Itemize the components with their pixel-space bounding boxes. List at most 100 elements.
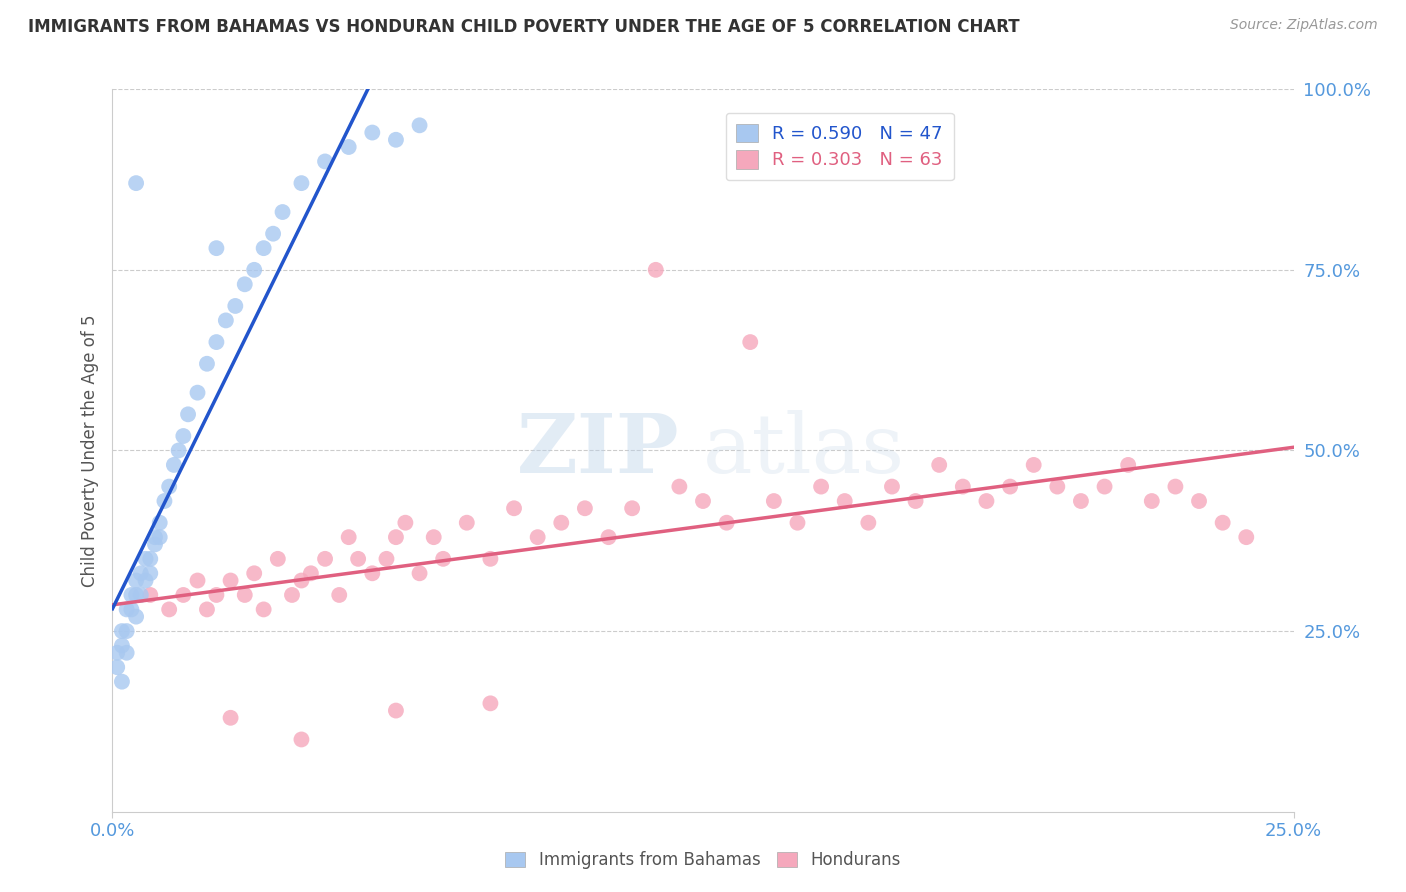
- Point: [375, 551, 398, 566]
- Point: [598, 530, 620, 544]
- Point: [115, 646, 138, 660]
- Point: [172, 429, 194, 443]
- Point: [172, 588, 194, 602]
- Point: [105, 660, 128, 674]
- Point: [135, 574, 157, 588]
- Point: [271, 205, 294, 219]
- Point: [1070, 494, 1092, 508]
- Point: [290, 732, 312, 747]
- Point: [692, 494, 714, 508]
- Text: ZIP: ZIP: [517, 410, 679, 491]
- Point: [157, 602, 180, 616]
- Point: [105, 646, 128, 660]
- Point: [111, 674, 134, 689]
- Point: [621, 501, 644, 516]
- Text: IMMIGRANTS FROM BAHAMAS VS HONDURAN CHILD POVERTY UNDER THE AGE OF 5 CORRELATION: IMMIGRANTS FROM BAHAMAS VS HONDURAN CHIL…: [28, 18, 1019, 36]
- Point: [167, 443, 190, 458]
- Point: [952, 480, 974, 494]
- Point: [337, 530, 360, 544]
- Point: [834, 494, 856, 508]
- Point: [337, 140, 360, 154]
- Point: [186, 574, 208, 588]
- Point: [290, 176, 312, 190]
- Point: [904, 494, 927, 508]
- Point: [762, 494, 785, 508]
- Point: [125, 574, 148, 588]
- Point: [120, 588, 142, 602]
- Point: [186, 385, 208, 400]
- Y-axis label: Child Poverty Under the Age of 5: Child Poverty Under the Age of 5: [80, 314, 98, 587]
- Point: [129, 588, 152, 602]
- Point: [143, 530, 166, 544]
- Point: [143, 537, 166, 551]
- Point: [668, 480, 690, 494]
- Point: [115, 602, 138, 616]
- Point: [205, 588, 228, 602]
- Point: [267, 551, 290, 566]
- Point: [135, 551, 157, 566]
- Point: [1212, 516, 1234, 530]
- Point: [810, 480, 832, 494]
- Point: [219, 574, 242, 588]
- Point: [205, 241, 228, 255]
- Point: [385, 704, 408, 718]
- Point: [998, 480, 1021, 494]
- Point: [253, 602, 276, 616]
- Point: [385, 133, 408, 147]
- Point: [347, 551, 370, 566]
- Point: [976, 494, 998, 508]
- Point: [479, 551, 502, 566]
- Point: [125, 176, 148, 190]
- Text: atlas: atlas: [703, 410, 905, 491]
- Point: [163, 458, 186, 472]
- Point: [503, 501, 526, 516]
- Point: [153, 494, 176, 508]
- Point: [644, 262, 666, 277]
- Point: [111, 624, 134, 639]
- Point: [456, 516, 478, 530]
- Point: [115, 624, 138, 639]
- Point: [262, 227, 284, 241]
- Point: [195, 357, 218, 371]
- Point: [125, 609, 148, 624]
- Point: [233, 277, 256, 292]
- Point: [526, 530, 548, 544]
- Point: [394, 516, 416, 530]
- Point: [574, 501, 596, 516]
- Point: [1234, 530, 1257, 544]
- Point: [361, 126, 384, 140]
- Point: [120, 602, 142, 616]
- Point: [233, 588, 256, 602]
- Point: [281, 588, 304, 602]
- Point: [129, 566, 152, 581]
- Point: [205, 334, 228, 349]
- Point: [408, 119, 430, 133]
- Point: [157, 480, 180, 494]
- Point: [1140, 494, 1163, 508]
- Point: [149, 516, 172, 530]
- Legend: Immigrants from Bahamas, Hondurans: Immigrants from Bahamas, Hondurans: [499, 845, 907, 876]
- Point: [432, 551, 454, 566]
- Point: [111, 639, 134, 653]
- Point: [139, 588, 162, 602]
- Point: [479, 696, 502, 710]
- Text: Source: ZipAtlas.com: Source: ZipAtlas.com: [1230, 18, 1378, 32]
- Point: [299, 566, 322, 581]
- Point: [139, 566, 162, 581]
- Point: [224, 299, 246, 313]
- Point: [1022, 458, 1045, 472]
- Point: [716, 516, 738, 530]
- Point: [422, 530, 444, 544]
- Point: [858, 516, 880, 530]
- Point: [314, 551, 336, 566]
- Point: [290, 574, 312, 588]
- Point: [1164, 480, 1187, 494]
- Point: [1094, 480, 1116, 494]
- Point: [195, 602, 218, 616]
- Point: [177, 407, 200, 421]
- Point: [149, 530, 172, 544]
- Point: [361, 566, 384, 581]
- Point: [219, 711, 242, 725]
- Point: [880, 480, 903, 494]
- Point: [243, 262, 266, 277]
